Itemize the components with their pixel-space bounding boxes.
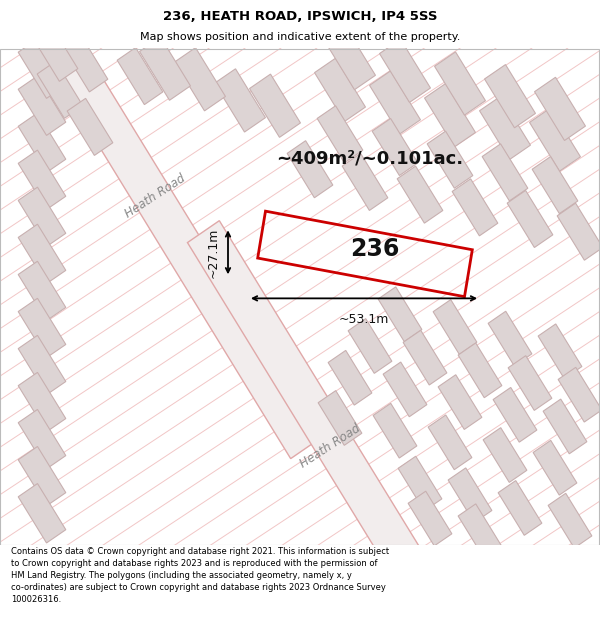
Bar [18, 261, 66, 321]
Bar [342, 153, 388, 211]
Text: Heath Road: Heath Road [298, 422, 362, 471]
Bar [408, 491, 452, 546]
Bar [383, 362, 427, 417]
Bar [328, 351, 372, 405]
Bar [117, 48, 163, 104]
Bar [533, 441, 577, 495]
Bar [62, 35, 108, 92]
Bar [532, 157, 578, 214]
Bar [370, 71, 421, 134]
Text: ~409m²/~0.101ac.: ~409m²/~0.101ac. [277, 149, 464, 168]
Bar [18, 484, 66, 543]
Bar [18, 446, 66, 506]
Bar [538, 324, 582, 379]
Bar [18, 336, 66, 395]
Bar [314, 58, 365, 121]
Bar [493, 388, 537, 442]
Bar [18, 224, 66, 284]
Bar [433, 299, 477, 354]
Bar [287, 141, 333, 198]
Bar [498, 481, 542, 535]
Bar [187, 221, 503, 625]
Bar [372, 119, 418, 176]
Bar [558, 368, 600, 422]
Bar [434, 52, 485, 115]
Bar [257, 211, 472, 297]
Bar [458, 504, 502, 559]
Bar [398, 456, 442, 511]
Bar [548, 493, 592, 548]
Bar [535, 78, 586, 141]
Bar [543, 399, 587, 454]
Bar [140, 37, 190, 100]
Bar [452, 179, 498, 236]
Bar [482, 144, 528, 201]
Bar [32, 24, 78, 81]
Bar [317, 106, 363, 163]
Bar [378, 287, 422, 342]
Text: ~27.1m: ~27.1m [207, 227, 220, 278]
Text: ~53.1m: ~53.1m [339, 313, 389, 326]
Bar [483, 428, 527, 483]
Bar [507, 191, 553, 248]
Text: 236, HEATH ROAD, IPSWICH, IP4 5SS: 236, HEATH ROAD, IPSWICH, IP4 5SS [163, 11, 437, 24]
Bar [318, 391, 362, 446]
Bar [18, 409, 66, 469]
Bar [397, 166, 443, 223]
Bar [175, 48, 226, 111]
Bar [18, 113, 66, 173]
Bar [348, 319, 392, 373]
Bar [485, 64, 535, 128]
Bar [325, 26, 376, 90]
Bar [18, 372, 66, 432]
Bar [428, 415, 472, 469]
Bar [479, 96, 530, 159]
Bar [215, 69, 265, 132]
Bar [508, 356, 552, 411]
Text: Heath Road: Heath Road [122, 171, 188, 220]
Bar [18, 76, 66, 136]
Bar [373, 403, 417, 458]
Bar [7, 0, 323, 459]
Bar [427, 131, 473, 188]
Bar [488, 311, 532, 366]
Text: 236: 236 [350, 237, 400, 261]
Bar [458, 343, 502, 398]
Bar [448, 468, 492, 522]
Bar [67, 98, 113, 156]
Bar [380, 39, 430, 102]
Bar [557, 203, 600, 260]
Bar [530, 108, 580, 171]
Bar [18, 150, 66, 209]
Bar [403, 330, 447, 385]
Bar [438, 375, 482, 429]
Bar [37, 61, 83, 118]
Text: Contains OS data © Crown copyright and database right 2021. This information is : Contains OS data © Crown copyright and d… [11, 548, 389, 604]
Bar [425, 84, 475, 147]
Bar [18, 298, 66, 358]
Bar [250, 74, 301, 138]
Bar [18, 39, 66, 98]
Text: Map shows position and indicative extent of the property.: Map shows position and indicative extent… [140, 32, 460, 42]
Bar [18, 187, 66, 247]
